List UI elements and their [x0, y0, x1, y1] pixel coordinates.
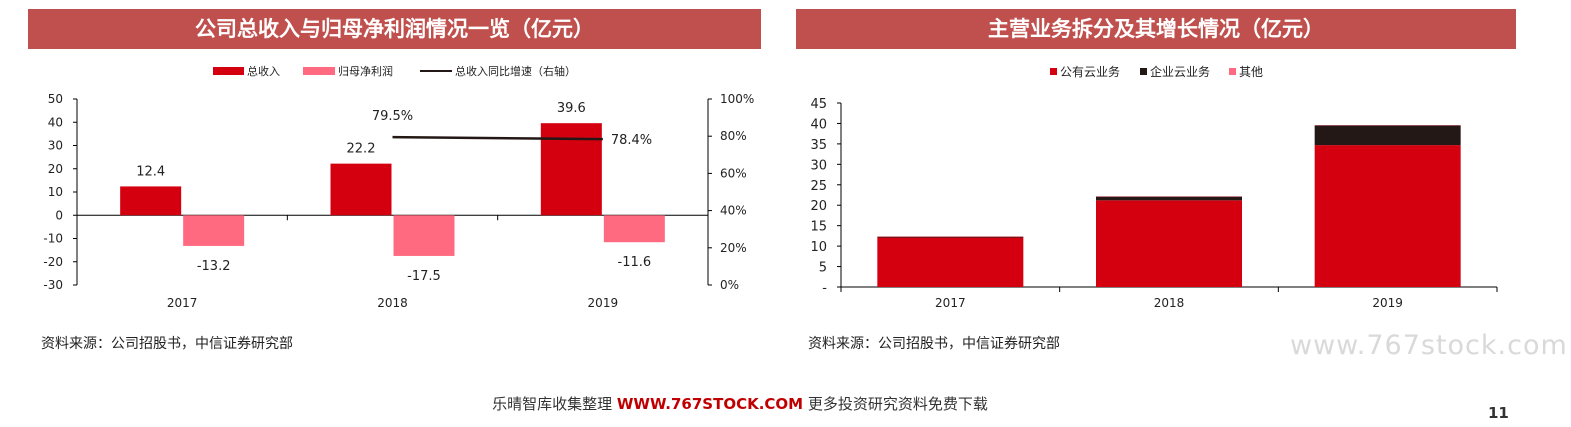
stacked-bar-segment-1: [1314, 145, 1461, 287]
net-profit-data-label: -17.5: [407, 269, 441, 284]
x-tick-label: 2017: [167, 296, 198, 310]
y-tick-label: 20: [810, 199, 827, 214]
y-tick-label: 5: [819, 261, 827, 276]
right-chart-title: 主营业务拆分及其增长情况（亿元）: [796, 9, 1516, 49]
footer-suffix: 更多投资研究资料免费下载: [807, 395, 988, 413]
growth-data-label: 79.5%: [372, 109, 413, 124]
net-profit-data-label: -13.2: [197, 259, 231, 274]
x-tick-label: 2018: [1154, 296, 1185, 310]
y-tick-label: 30: [810, 158, 827, 173]
left-chart-title: 公司总收入与归母净利润情况一览（亿元）: [28, 9, 761, 49]
net-profit-data-label: -11.6: [618, 255, 652, 270]
y-tick-label: 10: [48, 185, 63, 199]
y2-tick-label: 60%: [720, 166, 747, 180]
legend-swatch-net-profit: [303, 67, 335, 75]
y-tick-label: 0: [55, 208, 63, 222]
left-source-note: 资料来源：公司招股书，中信证券研究部: [41, 336, 293, 352]
revenue-data-label: 22.2: [347, 142, 376, 157]
x-tick-label: 2019: [588, 296, 619, 310]
page-number: 11: [1488, 404, 1509, 422]
footer: 乐晴智库收集整理 WWW.767STOCK.COM 更多投资研究资料免费下载: [0, 393, 1480, 414]
revenue-bar: [330, 163, 392, 216]
legend-label-3: 其他: [1239, 65, 1263, 79]
revenue-data-label: 39.6: [557, 101, 586, 116]
growth-data-label: 78.4%: [611, 133, 652, 148]
y-tick-label: -30: [43, 278, 63, 292]
y-tick-label: 25: [810, 179, 827, 194]
y-tick-label: 20: [48, 162, 63, 176]
y-tick-label: -: [822, 281, 827, 296]
footer-brand-link[interactable]: WWW.767STOCK.COM: [616, 395, 804, 413]
x-tick-label: 2019: [1372, 296, 1403, 310]
legend-swatch-2: [1140, 68, 1147, 75]
revenue-bar: [120, 186, 182, 216]
y-tick-label: 40: [48, 115, 63, 129]
y-tick-label: 30: [48, 139, 63, 153]
y2-tick-label: 80%: [720, 129, 747, 143]
legend-swatch-revenue: [213, 67, 244, 75]
y-tick-label: 35: [810, 138, 827, 153]
footer-prefix: 乐晴智库收集整理: [492, 395, 613, 413]
net-profit-bar: [603, 215, 665, 243]
y2-tick-label: 40%: [720, 204, 747, 218]
legend-swatch-1: [1050, 68, 1057, 75]
stacked-bar-segment-1: [1096, 200, 1242, 287]
legend-label-2: 企业云业务: [1150, 64, 1210, 79]
y-tick-label: 40: [810, 117, 827, 132]
net-profit-bar: [393, 215, 455, 256]
stacked-bar-segment-2: [1314, 125, 1461, 146]
y2-tick-label: 100%: [720, 92, 754, 106]
y2-tick-label: 0%: [720, 278, 739, 292]
y-tick-label: 50: [48, 92, 63, 106]
stacked-bar-segment-1: [877, 237, 1024, 287]
y-tick-label: 10: [810, 240, 827, 255]
y2-tick-label: 20%: [720, 241, 747, 255]
y-tick-label: -20: [43, 255, 63, 269]
legend-swatch-3: [1229, 68, 1236, 75]
x-tick-label: 2018: [377, 296, 408, 310]
y-tick-label: 15: [810, 220, 827, 235]
stacked-bar-segment-2: [1096, 196, 1242, 201]
watermark: www.767stock.com: [1290, 330, 1568, 361]
y-tick-label: 45: [810, 97, 827, 112]
right-source-note: 资料来源：公司招股书，中信证券研究部: [808, 336, 1060, 352]
x-tick-label: 2017: [935, 296, 966, 310]
legend-label-net-profit: 归母净利润: [338, 64, 393, 78]
legend-label-growth: 总收入同比增速（右轴）: [455, 64, 576, 78]
revenue-data-label: 12.4: [136, 164, 165, 179]
legend-label-1: 公有云业务: [1060, 64, 1120, 79]
growth-line: [392, 135, 603, 141]
legend-label-revenue: 总收入: [247, 64, 280, 78]
stacked-bar-segment-2: [877, 236, 1024, 238]
net-profit-bar: [183, 215, 245, 246]
y-tick-label: -10: [43, 232, 63, 246]
